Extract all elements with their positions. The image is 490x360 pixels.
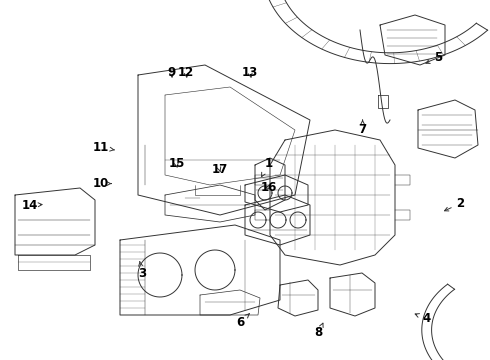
Text: 5: 5 bbox=[426, 51, 442, 64]
Text: 6: 6 bbox=[236, 314, 249, 329]
Text: 9: 9 bbox=[168, 66, 175, 78]
Text: 2: 2 bbox=[444, 197, 465, 211]
Text: 10: 10 bbox=[92, 177, 111, 190]
Text: 4: 4 bbox=[415, 312, 430, 325]
Text: 7: 7 bbox=[359, 120, 367, 136]
Text: 8: 8 bbox=[315, 323, 323, 339]
Text: 12: 12 bbox=[178, 66, 195, 78]
Text: 15: 15 bbox=[168, 157, 185, 170]
Text: 3: 3 bbox=[138, 261, 146, 280]
Text: 1: 1 bbox=[262, 157, 272, 177]
Text: 16: 16 bbox=[260, 181, 277, 194]
Text: 11: 11 bbox=[92, 141, 114, 154]
Text: 13: 13 bbox=[242, 66, 258, 78]
Text: 14: 14 bbox=[21, 199, 42, 212]
Text: 17: 17 bbox=[211, 163, 228, 176]
